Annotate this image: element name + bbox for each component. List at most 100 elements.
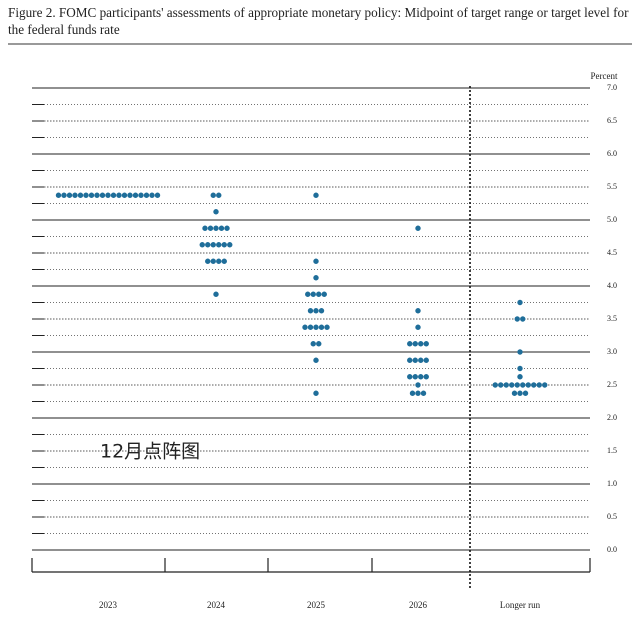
dot xyxy=(55,192,62,198)
dot xyxy=(313,308,319,314)
dot xyxy=(302,324,308,330)
dot xyxy=(407,374,413,380)
x-tick-label: Longer run xyxy=(500,600,541,610)
dot xyxy=(498,382,504,388)
dot xyxy=(316,291,322,297)
dot xyxy=(517,390,523,396)
y-tick-label: 5.0 xyxy=(607,215,617,224)
title-box: Figure 2. FOMC participants' assessments… xyxy=(8,5,629,37)
dot xyxy=(121,192,128,198)
dot xyxy=(116,192,122,198)
y-tick-label: 1.5 xyxy=(607,446,617,455)
dot xyxy=(525,382,531,388)
dot xyxy=(66,192,73,198)
dot xyxy=(210,192,216,198)
dot xyxy=(221,258,227,264)
y-tick-label: 0.5 xyxy=(607,512,617,521)
dot xyxy=(143,192,150,198)
dot xyxy=(321,291,327,297)
dot xyxy=(61,192,67,198)
y-tick-label: 2.0 xyxy=(607,413,617,422)
dot xyxy=(83,192,89,198)
chart-title: Figure 2. FOMC participants' assessments… xyxy=(8,5,629,37)
y-tick-label: 5.5 xyxy=(607,182,617,191)
dot xyxy=(132,192,139,198)
dot xyxy=(207,225,214,231)
dot xyxy=(531,382,537,388)
x-tick-label: 2024 xyxy=(207,600,226,610)
dot xyxy=(213,291,219,297)
dot xyxy=(418,374,424,380)
dot xyxy=(420,390,427,396)
dot xyxy=(423,357,429,363)
x-tick-label: 2026 xyxy=(409,600,428,610)
dot xyxy=(313,357,319,363)
dot xyxy=(227,242,233,248)
dot xyxy=(213,225,219,231)
dot xyxy=(210,258,216,264)
dot xyxy=(310,291,316,297)
dot xyxy=(205,258,211,264)
dot xyxy=(307,324,314,330)
dot xyxy=(542,382,548,388)
dot xyxy=(520,316,526,322)
dot xyxy=(415,324,421,330)
dot xyxy=(305,291,311,297)
dot xyxy=(307,308,314,314)
dot xyxy=(205,242,211,248)
y-tick-label: 6.0 xyxy=(607,149,617,158)
dot xyxy=(423,374,429,380)
dot xyxy=(313,324,319,330)
x-tick-label: 2025 xyxy=(307,600,326,610)
dot xyxy=(105,192,111,198)
dot xyxy=(517,374,523,380)
dot xyxy=(514,316,520,322)
dot xyxy=(77,192,84,198)
dot xyxy=(224,225,230,231)
dot xyxy=(138,192,144,198)
dot xyxy=(313,192,319,198)
dot xyxy=(415,225,421,231)
dot xyxy=(154,192,161,198)
dot xyxy=(213,209,219,215)
annotation: 12月点阵图 xyxy=(100,441,200,463)
dot xyxy=(412,341,418,347)
dot xyxy=(221,242,227,248)
dot xyxy=(202,225,208,231)
y-tick-label: 4.0 xyxy=(607,281,617,290)
dot xyxy=(418,357,424,363)
dot xyxy=(149,192,155,198)
dot xyxy=(522,390,529,396)
dot xyxy=(324,324,330,330)
dot xyxy=(536,382,542,388)
dot xyxy=(509,382,515,388)
y-tick-label: 3.0 xyxy=(607,347,617,356)
dot xyxy=(210,242,216,248)
dot xyxy=(94,192,100,198)
dot xyxy=(318,324,325,330)
dot xyxy=(423,341,429,347)
dot xyxy=(407,341,413,347)
dot xyxy=(88,192,95,198)
dot xyxy=(127,192,133,198)
dot xyxy=(216,192,222,198)
dot xyxy=(407,357,413,363)
x-tick-label: 2023 xyxy=(99,600,118,610)
dot xyxy=(418,341,424,347)
dot xyxy=(216,242,222,248)
dot xyxy=(409,390,416,396)
dot xyxy=(218,225,225,231)
dot xyxy=(99,192,106,198)
dot xyxy=(313,390,319,396)
y-tick-label: 7.0 xyxy=(607,83,617,92)
dot xyxy=(514,382,520,388)
dot xyxy=(511,390,518,396)
dot xyxy=(72,192,78,198)
y-unit-label: Percent xyxy=(591,71,618,81)
y-tick-label: 2.5 xyxy=(607,380,617,389)
dot xyxy=(313,275,319,281)
dot xyxy=(503,382,509,388)
dot xyxy=(517,365,523,372)
dot xyxy=(318,308,325,314)
